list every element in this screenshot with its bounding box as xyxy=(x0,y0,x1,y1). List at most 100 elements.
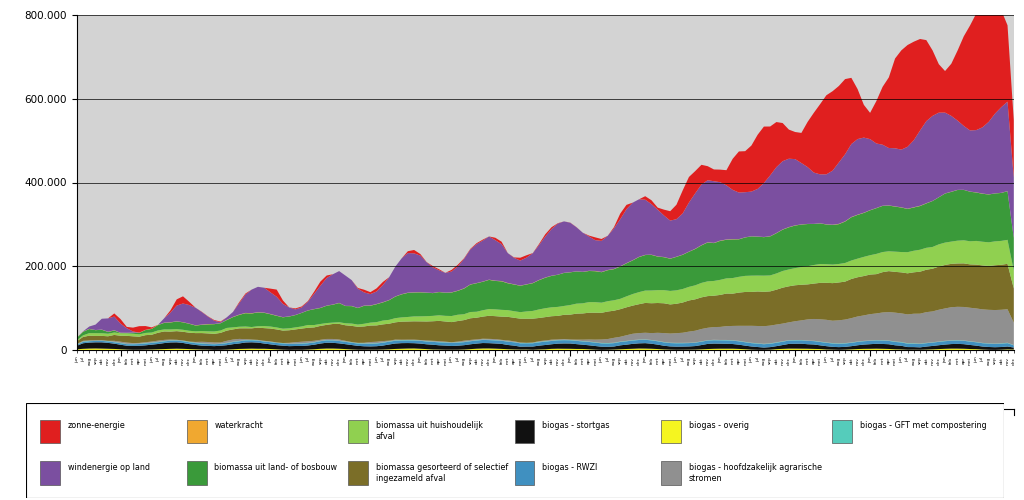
Text: sep: sep xyxy=(768,356,772,364)
Text: jul: jul xyxy=(530,356,535,362)
Text: apr: apr xyxy=(962,356,966,364)
Text: feb: feb xyxy=(125,356,129,364)
Text: dec: dec xyxy=(712,356,716,364)
Text: apr: apr xyxy=(512,356,516,364)
Bar xyxy=(833,420,852,444)
Text: 2006: 2006 xyxy=(273,410,298,420)
Text: 2009: 2009 xyxy=(498,410,522,420)
Text: sep: sep xyxy=(618,356,623,364)
Text: mrt: mrt xyxy=(655,356,659,364)
Text: jul: jul xyxy=(156,356,160,362)
Text: mei: mei xyxy=(369,356,373,365)
Text: mei: mei xyxy=(893,356,897,365)
Text: jan: jan xyxy=(568,356,572,364)
Text: okt: okt xyxy=(474,356,478,364)
Text: aug: aug xyxy=(987,356,991,365)
Bar xyxy=(348,420,368,444)
Text: mei: mei xyxy=(669,356,672,365)
Bar xyxy=(187,420,207,444)
Text: biogas - stortgas: biogas - stortgas xyxy=(542,422,609,430)
Text: 2007: 2007 xyxy=(348,410,373,420)
Text: sep: sep xyxy=(993,356,997,364)
Text: okt: okt xyxy=(774,356,778,364)
Text: jan: jan xyxy=(943,356,947,364)
Text: feb: feb xyxy=(574,356,579,364)
Text: feb: feb xyxy=(649,356,653,364)
Text: apr: apr xyxy=(437,356,441,364)
Text: sep: sep xyxy=(244,356,248,364)
Text: nov: nov xyxy=(556,356,560,364)
Text: okt: okt xyxy=(849,356,853,364)
Text: waterkracht: waterkracht xyxy=(214,422,263,430)
Text: aug: aug xyxy=(537,356,541,365)
Text: jul: jul xyxy=(981,356,984,362)
Text: aug: aug xyxy=(312,356,316,365)
Text: mrt: mrt xyxy=(581,356,585,364)
Text: dec: dec xyxy=(262,356,266,364)
Text: jan: jan xyxy=(868,356,872,364)
Text: 2015: 2015 xyxy=(948,410,973,420)
Text: jul: jul xyxy=(606,356,609,362)
Text: feb: feb xyxy=(500,356,504,364)
Text: nov: nov xyxy=(631,356,635,364)
Text: sep: sep xyxy=(919,356,922,364)
Text: nov: nov xyxy=(1006,356,1010,364)
Bar xyxy=(348,462,368,485)
Text: jun: jun xyxy=(599,356,603,364)
Bar xyxy=(40,462,59,485)
Text: biogas - hoofdzakelijk agrarische
stromen: biogas - hoofdzakelijk agrarische strome… xyxy=(688,464,821,482)
Text: biogas - overig: biogas - overig xyxy=(688,422,749,430)
Text: aug: aug xyxy=(462,356,466,365)
Text: mei: mei xyxy=(743,356,748,365)
Text: nov: nov xyxy=(256,356,260,364)
Text: jan: jan xyxy=(119,356,123,364)
Text: biomassa uit huishoudelijk
afval: biomassa uit huishoudelijk afval xyxy=(376,422,482,441)
Text: 2010: 2010 xyxy=(573,410,598,420)
Text: nov: nov xyxy=(706,356,710,364)
Text: dec: dec xyxy=(637,356,641,364)
Text: biogas - GFT met compostering: biogas - GFT met compostering xyxy=(860,422,986,430)
Text: sep: sep xyxy=(318,356,323,364)
Text: dec: dec xyxy=(337,356,341,364)
Text: dec: dec xyxy=(187,356,191,364)
Bar xyxy=(662,462,681,485)
Text: jun: jun xyxy=(300,356,304,364)
Text: aug: aug xyxy=(387,356,391,365)
Bar xyxy=(514,420,535,444)
Text: dec: dec xyxy=(412,356,416,364)
Text: jul: jul xyxy=(905,356,909,362)
Text: okt: okt xyxy=(550,356,554,364)
Text: 2004: 2004 xyxy=(123,410,147,420)
Text: apr: apr xyxy=(362,356,367,364)
Text: nov: nov xyxy=(780,356,784,364)
Text: okt: okt xyxy=(625,356,629,364)
Text: sep: sep xyxy=(468,356,472,364)
Text: jul: jul xyxy=(681,356,685,362)
Text: feb: feb xyxy=(349,356,353,364)
Text: mei: mei xyxy=(818,356,822,365)
Text: jun: jun xyxy=(375,356,379,364)
Text: dec: dec xyxy=(786,356,791,364)
Text: jun: jun xyxy=(150,356,154,364)
Text: 2011: 2011 xyxy=(648,410,673,420)
Text: sep: sep xyxy=(693,356,697,364)
Text: mrt: mrt xyxy=(431,356,435,364)
Text: feb: feb xyxy=(949,356,953,364)
Text: mrt: mrt xyxy=(131,356,135,364)
Text: mrt: mrt xyxy=(881,356,885,364)
Text: jul: jul xyxy=(306,356,310,362)
Text: apr: apr xyxy=(212,356,216,364)
Text: jun: jun xyxy=(974,356,978,364)
Text: jul: jul xyxy=(830,356,835,362)
Text: mei: mei xyxy=(968,356,972,365)
Text: jan: jan xyxy=(419,356,422,364)
Text: sep: sep xyxy=(393,356,397,364)
Text: mei: mei xyxy=(593,356,597,365)
Bar xyxy=(187,462,207,485)
Text: 2012: 2012 xyxy=(723,410,748,420)
Text: jun: jun xyxy=(824,356,828,364)
Text: dec: dec xyxy=(937,356,941,364)
Text: jul: jul xyxy=(381,356,385,362)
Text: feb: feb xyxy=(274,356,279,364)
Text: mei: mei xyxy=(518,356,522,365)
